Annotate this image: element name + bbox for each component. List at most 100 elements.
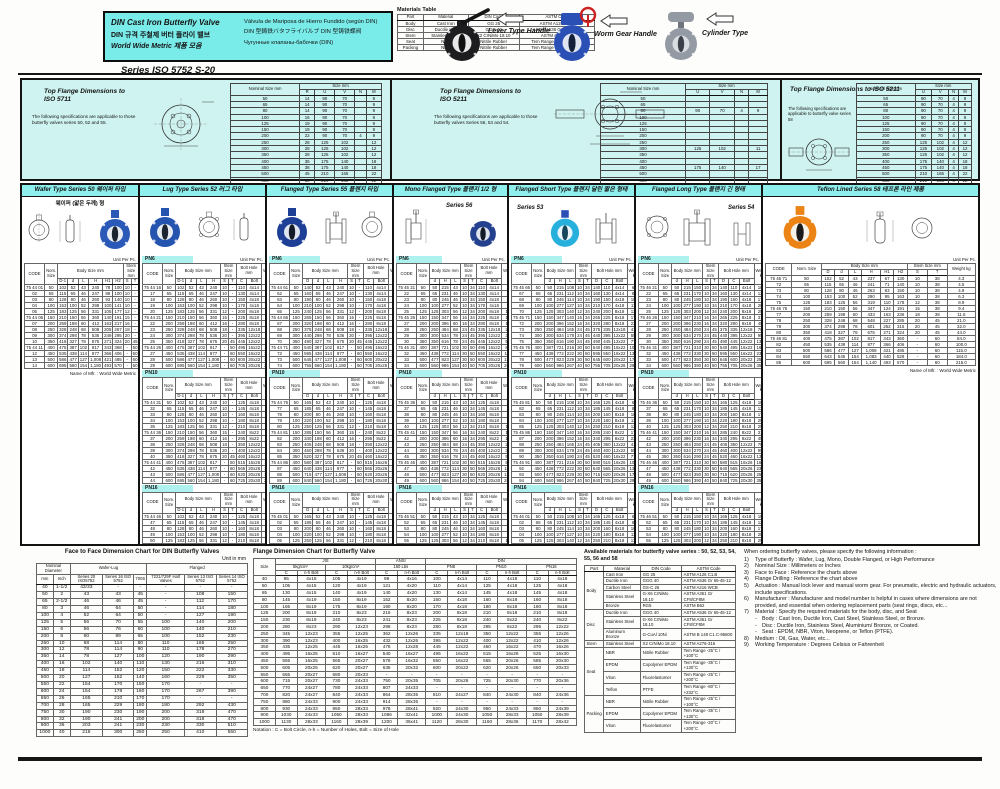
table-row: 550 22 154 170 150 170- - <box>36 681 248 689</box>
table-cell: 145 <box>274 595 298 604</box>
table-cell: 100 <box>671 530 683 538</box>
table-cell: 580 <box>717 458 730 466</box>
valve-drawing-side <box>405 209 427 244</box>
table-cell: 183 <box>175 422 187 430</box>
table-row: 450 18 114 152 120 150 222 330 <box>36 667 248 676</box>
table-row: 125 90 70 4 9 <box>856 119 972 128</box>
table-cell: 127 <box>564 302 577 310</box>
table-cell: 515 <box>601 458 613 466</box>
table-cell: 550 <box>425 657 449 665</box>
table-row: 85 600 695 560 154 1,140 493 570-60 215.0 <box>764 358 977 366</box>
table-cell: - <box>425 684 449 693</box>
table-cell: 102 <box>69 660 103 669</box>
table-row: Ductile Iron GGG 40 ASTM A536 Gr 65-45-12 <box>585 577 736 585</box>
table-cell: 390 <box>274 636 298 645</box>
table-cell: 725 <box>601 476 613 484</box>
table-cell: 11 <box>748 145 768 153</box>
table-cell: 150 <box>36 625 54 634</box>
table-cell: 405 <box>590 440 603 448</box>
table-cell: 328 <box>57 326 69 334</box>
table-cell: 128 <box>175 410 187 418</box>
title-spanish: Válvula de Mariposa de Hierro Fundido (s… <box>244 19 378 25</box>
valve-drawing-front <box>28 213 50 243</box>
table-cell: 565 <box>235 464 248 472</box>
column-header: CODE <box>268 377 291 400</box>
table-cell: 191 <box>112 314 124 322</box>
table-cell: 14 <box>299 107 316 115</box>
table-row: 200 280 8x23 290 12x23 298 8x23 280 8x18 295 8x22 2… <box>253 623 578 631</box>
table-cell: 950 <box>325 704 348 713</box>
table-cell: 12x18 <box>246 326 263 334</box>
table-cell <box>748 176 768 184</box>
table-cell: 460 <box>235 452 248 460</box>
table-row: 83808024511410342001608x1810.2 <box>510 410 634 418</box>
table-cell: 495 <box>475 344 488 352</box>
table-cell: 52 <box>69 611 103 620</box>
table-cell: 460 <box>590 446 603 454</box>
table-row: 900 36 203 241 230 230 330 510 <box>36 722 248 731</box>
table-cell: 484 <box>681 440 693 448</box>
table-cell: 250 <box>133 729 148 738</box>
table-cell: 185 <box>717 518 730 526</box>
table-cell: 78 <box>69 653 103 662</box>
table-cell: 8x19 <box>346 595 377 604</box>
table-cell: 150 <box>185 428 197 436</box>
table-cell <box>748 94 768 102</box>
table-cell: 19 <box>299 119 316 128</box>
table-cell: 200 <box>691 422 704 430</box>
table-cell: 540 <box>375 650 399 659</box>
table-cell: 125 <box>253 609 276 618</box>
table-cell: 12x18 <box>611 326 628 334</box>
table-row: 80 90 70 4 9 <box>856 107 972 115</box>
header-divider <box>18 73 982 75</box>
table-cell: 75 44 21 <box>141 314 164 322</box>
table-cell: 4x18 <box>447 602 477 611</box>
table-cell: 477 <box>671 356 683 364</box>
table-cell: 125 <box>429 422 441 430</box>
table-cell: 46 <box>101 598 135 607</box>
table-row: 300 125 102 4 12 <box>856 145 972 153</box>
table-cell: 150 <box>671 428 683 436</box>
column-header: Bolt Hole mm <box>235 491 263 509</box>
table-row: 450 175 140 17 <box>600 163 768 172</box>
table-cell: 405 <box>302 440 314 448</box>
table-cell: 150 <box>691 512 704 520</box>
table-row: 400 175 140 4 18 <box>856 157 972 165</box>
product-column-teflon: Teflon Lined Series 58 테프론 라인 제품 <box>763 185 978 544</box>
table-cell: - <box>425 697 449 706</box>
table-cell: 267 <box>564 476 577 484</box>
table-cell: 190 <box>691 302 704 310</box>
table-cell: 85 <box>764 358 793 366</box>
table-row: 100 165 8x19 175 8x19 190 8x20 170 4x18 180 8x18 18… <box>253 602 578 611</box>
table-cell: 121 <box>375 582 399 591</box>
table-row: 88250250484165244540535012x2241.2 <box>510 440 634 448</box>
table-cell: 100 <box>544 416 556 424</box>
table-cell: 438 <box>185 464 197 472</box>
table-cell: 150 <box>416 542 431 544</box>
table-row: EPDM Copolymer EPDM Tem Range -35°C / +130… <box>585 707 736 721</box>
table-cell: 595 <box>590 350 603 358</box>
ordering-item: - Disc : Ductile Iron, Stainless Steel, A… <box>744 623 1000 630</box>
table-cell: 28x33 <box>497 711 527 720</box>
table-cell: 250 <box>429 326 441 334</box>
table-cell: 165 <box>69 701 103 710</box>
table-cell: 70 <box>334 94 356 102</box>
table-cell: 216 <box>564 344 577 352</box>
ordering-item-text: Nominal Size : Millimeters or Inches <box>755 563 841 570</box>
table-cell: 300 <box>544 446 556 454</box>
table-cell: 12x22 <box>611 338 628 346</box>
table-cell: 20x33 <box>346 670 377 679</box>
table-cell: 125 <box>544 308 556 316</box>
table-row: 2410010027719010342101704x1820.3 <box>637 302 761 310</box>
table-cell: 290 <box>215 653 248 662</box>
table-cell: 4x15 <box>296 582 327 591</box>
table-cell: 270 <box>691 446 704 454</box>
table-cell: 986 <box>681 476 693 484</box>
table-cell: 200 <box>146 708 186 717</box>
table-cell: 350 <box>362 440 375 448</box>
